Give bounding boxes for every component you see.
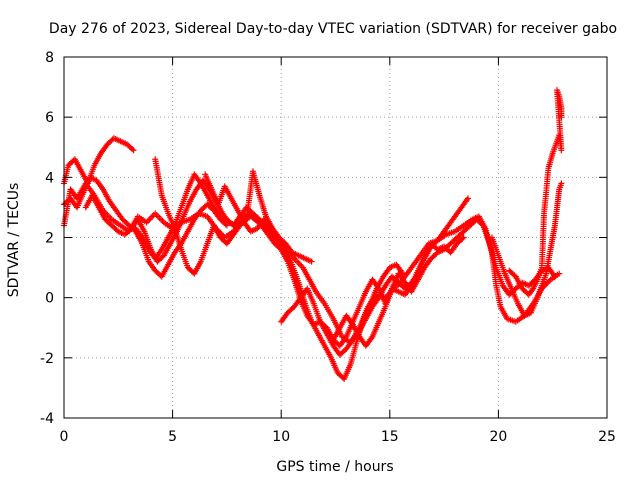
y-tick-label: -2 [40, 351, 54, 367]
chart-title: Day 276 of 2023, Sidereal Day-to-day VTE… [49, 21, 617, 37]
y-tick-label: 2 [45, 231, 54, 247]
data-point-marker [459, 235, 466, 242]
y-tick-label: -4 [40, 411, 54, 427]
series-trace-h [278, 195, 471, 358]
x-tick-label: 25 [598, 429, 616, 445]
series-trace-i [330, 234, 467, 349]
data-series [61, 87, 565, 382]
x-tick-label: 15 [381, 429, 399, 445]
series-trace-g [202, 171, 280, 244]
data-point-marker [551, 273, 558, 280]
x-tick-label: 5 [168, 429, 177, 445]
data-point-marker [223, 222, 230, 229]
x-axis-ticks: 0 5 10 15 20 25 [60, 57, 616, 445]
x-tick-label: 20 [489, 429, 507, 445]
data-point-marker [222, 221, 229, 228]
data-point-marker [308, 258, 315, 265]
y-tick-label: 8 [45, 50, 54, 66]
x-tick-label: 0 [60, 429, 69, 445]
series-trace-k [506, 87, 565, 298]
series-trace-j [488, 180, 565, 319]
y-tick-label: 0 [45, 291, 54, 307]
y-axis-label: SDTVAR / TECUs [6, 183, 22, 298]
data-point-marker [558, 114, 565, 121]
y-axis-ticks: -4 -2 0 2 4 6 8 [40, 50, 607, 427]
data-point-marker [399, 270, 406, 277]
data-point-marker [130, 147, 137, 154]
data-point-marker [464, 195, 471, 202]
data-point-marker [273, 237, 280, 244]
data-point-marker [460, 234, 467, 241]
data-point-marker [129, 146, 136, 153]
data-point-marker [478, 221, 485, 228]
y-tick-label: 4 [45, 170, 54, 186]
data-point-marker [558, 180, 565, 187]
x-axis-label: GPS time / hours [276, 459, 393, 475]
data-point-marker [556, 270, 563, 277]
y-tick-label: 6 [45, 110, 54, 126]
x-tick-label: 10 [272, 429, 290, 445]
